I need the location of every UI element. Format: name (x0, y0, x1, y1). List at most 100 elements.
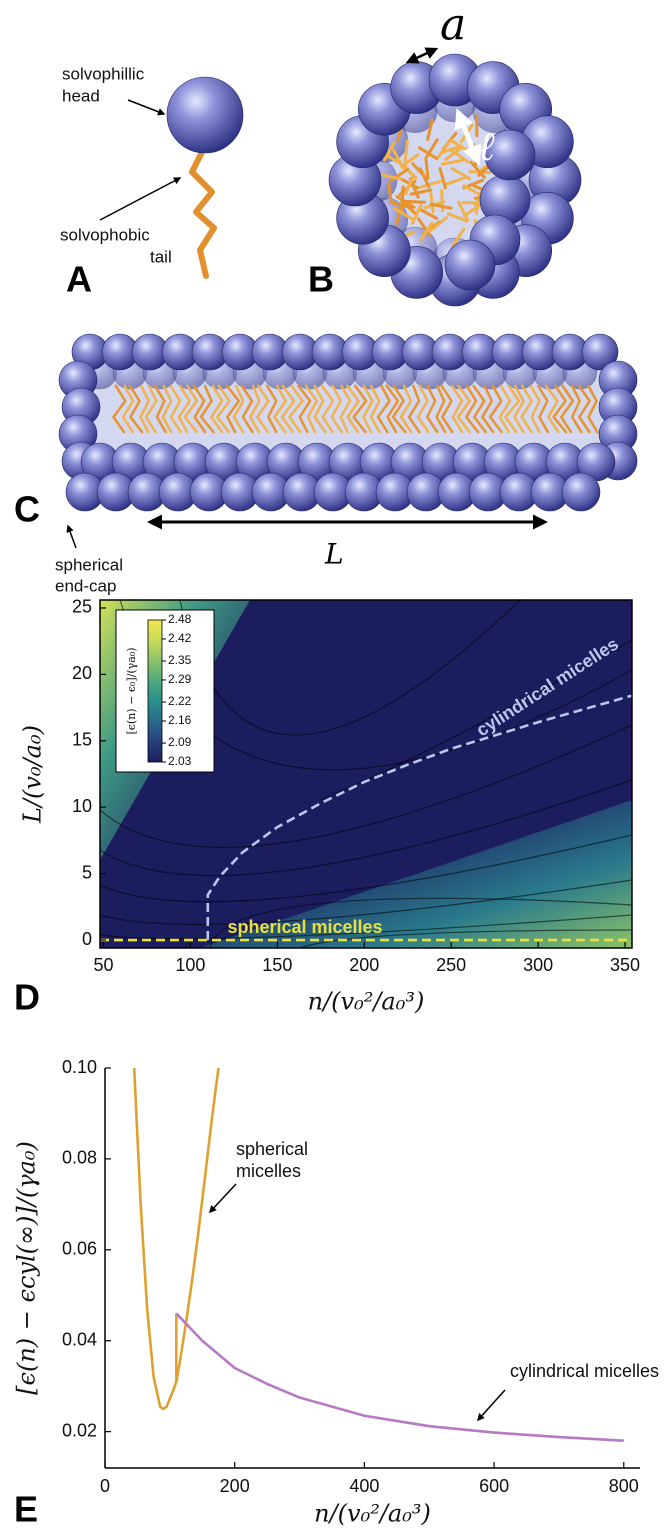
tail-label: solvophobic (60, 225, 150, 244)
tail-rod (399, 384, 413, 434)
colorbar-tick-label: 2.16 (168, 713, 192, 727)
tail-rod (425, 384, 439, 434)
tail-rod (391, 384, 407, 434)
tail-rod (345, 384, 360, 434)
tail-rod (376, 384, 391, 434)
annotation: micelles (236, 1161, 301, 1181)
tail-rod (417, 217, 432, 237)
tail-rod (296, 384, 312, 434)
tail-rod (210, 384, 224, 434)
tail-rod (498, 384, 512, 434)
tail-rod (457, 200, 470, 222)
y-tick-label: 20 (72, 663, 92, 683)
arrow (99, 177, 182, 221)
panel-label: A (66, 259, 92, 300)
panel-label: E (14, 1489, 38, 1530)
tail-rod (417, 207, 439, 220)
head-label: head (62, 86, 100, 105)
x-tick-label: 800 (609, 1476, 639, 1496)
tail-rod (426, 118, 434, 142)
tail-rod (513, 384, 526, 434)
tail-rod (395, 202, 403, 226)
head-size-label: a (440, 0, 466, 51)
tail-rod (379, 173, 403, 181)
tail-rod (225, 384, 241, 434)
tail-rod (552, 384, 568, 434)
series-line (132, 1067, 220, 1411)
x-tick-label: 200 (349, 955, 379, 975)
tail-rod (216, 384, 231, 434)
tail-rod (450, 384, 464, 434)
panel-c (58, 333, 638, 512)
tail-rod (450, 167, 472, 181)
x-tick-label: 400 (349, 1476, 379, 1496)
y-tick-label: 0.02 (62, 1420, 97, 1440)
tail-rod (304, 384, 319, 434)
annotation-arrow (208, 1183, 237, 1214)
tail-rod (471, 384, 488, 434)
tail-rod (417, 146, 438, 160)
sphere (444, 239, 496, 291)
tail-rod (320, 384, 335, 434)
series-line (206, 694, 632, 941)
series-line (175, 1312, 624, 1443)
tail-rod (273, 384, 287, 434)
y-tick-label: 0 (82, 929, 92, 949)
tail-rod (265, 384, 278, 434)
y-tick-label: 0.04 (62, 1329, 97, 1349)
y-tick-label: 0.10 (62, 1057, 97, 1077)
colorbar-tick-label: 2.48 (168, 612, 192, 626)
tail-rod (429, 190, 435, 214)
tail-rod (504, 384, 521, 434)
end-cap-label: end-cap (55, 576, 116, 595)
tail-rod (529, 384, 541, 434)
x-axis-label: n/(v₀²/a₀³) (308, 988, 425, 1016)
sphere (581, 333, 619, 371)
tail-rod (586, 384, 599, 434)
tail-rod (240, 384, 255, 434)
tail-rod (536, 384, 550, 434)
tail-rod (409, 188, 433, 196)
panel-a (166, 76, 244, 279)
colorbar-tick-label: 2.09 (168, 735, 192, 749)
y-tick-label: 10 (72, 796, 92, 816)
tail-rod (444, 176, 467, 186)
tail-rod (429, 202, 453, 210)
tail-rod (232, 384, 245, 434)
arrow (405, 47, 439, 64)
panel-label: C (14, 489, 40, 530)
tail-rod (256, 384, 270, 434)
tail-rod (446, 212, 469, 223)
tail-rod (488, 384, 504, 434)
sphere (484, 129, 536, 181)
tail-rod (416, 384, 430, 434)
plot-frame (99, 599, 633, 949)
arrow (127, 99, 166, 116)
colorbar-tick-label: 2.35 (168, 653, 192, 667)
tail-rod (410, 203, 423, 225)
y-tick-label: 25 (72, 597, 92, 617)
colorbar-label: [ϵ(n) − ϵ₀]/(γa₀) (125, 647, 138, 734)
tail-rod (161, 384, 173, 434)
x-tick-label: 100 (175, 955, 205, 975)
x-tick-label: 250 (436, 955, 466, 975)
tail-rod (435, 141, 451, 161)
tail-label: tail (150, 247, 172, 266)
tail-rod (128, 384, 144, 434)
tail-rod (392, 206, 413, 221)
tail-rod (456, 384, 472, 434)
tail-rod (199, 384, 216, 434)
tail-rod (387, 181, 393, 204)
panel-label: B (308, 259, 334, 300)
tail-rod (153, 384, 168, 434)
x-tick-label: 200 (220, 1476, 250, 1496)
tail-rod (570, 384, 583, 434)
end-cap-label: spherical (55, 555, 123, 574)
tail-rod (183, 384, 199, 434)
tail-rod (481, 384, 495, 434)
y-axis-label: L/(v₀/a₀) (19, 725, 47, 824)
tail-rod (440, 384, 455, 434)
x-tick-label: 150 (262, 955, 292, 975)
